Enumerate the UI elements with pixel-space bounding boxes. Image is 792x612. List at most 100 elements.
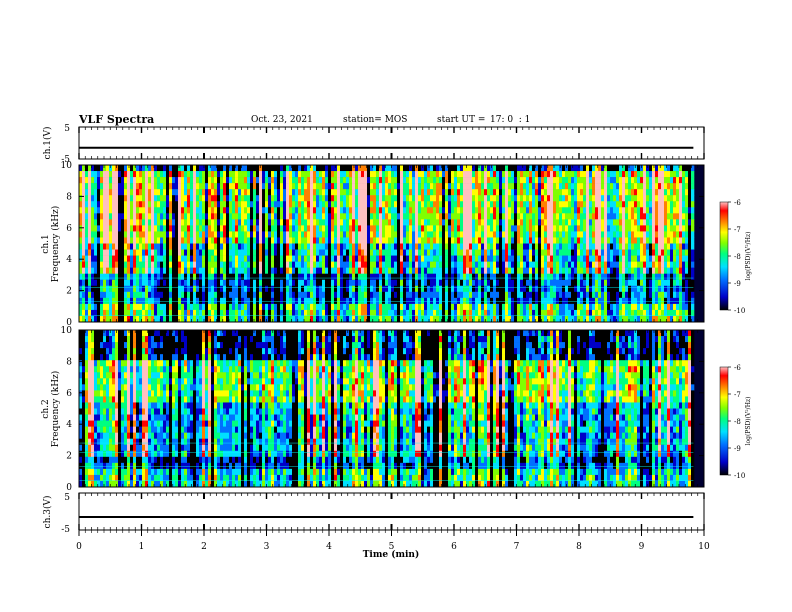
spectrogram-cell — [133, 261, 137, 268]
spectrogram-cell — [550, 165, 554, 172]
spectrogram-cell — [346, 255, 350, 262]
spectrogram-cell — [568, 195, 572, 202]
spectrogram-cell — [301, 231, 305, 238]
spectrogram-cell — [154, 225, 158, 232]
spectrogram-cell — [106, 207, 110, 214]
spectrogram-cell — [559, 237, 563, 244]
spectrogram-cell — [556, 279, 560, 287]
spectrogram-cell — [343, 261, 347, 268]
spectrogram-cell — [496, 261, 500, 268]
spectrogram-cell — [340, 183, 344, 190]
spectrogram-cell — [139, 273, 143, 281]
spectrogram-cell — [409, 219, 413, 226]
spectrogram-cell — [226, 243, 230, 250]
spectrogram-cell — [100, 249, 104, 256]
spectrogram-cell — [268, 279, 272, 287]
spectrogram-cell — [283, 297, 287, 305]
spectrogram-cell — [313, 207, 317, 214]
spectrogram-cell — [526, 213, 530, 220]
spectrogram-cell — [187, 303, 191, 311]
spectrogram-cell — [517, 177, 521, 184]
spectrogram-cell — [208, 309, 212, 317]
spectrogram-cell — [151, 195, 155, 202]
spectrogram-cell — [163, 207, 167, 214]
spectrogram-cell — [475, 231, 479, 238]
spectrogram-cell — [238, 255, 242, 262]
spectrogram-cell — [109, 237, 113, 244]
spectrogram-cell — [574, 291, 578, 299]
spectrogram-cell — [163, 309, 167, 317]
spectrogram-cell — [361, 165, 365, 172]
spectrogram-cell — [361, 291, 365, 299]
spectrogram-cell — [127, 189, 131, 196]
spectrogram-cell — [457, 219, 461, 226]
spectrogram-cell — [211, 279, 215, 287]
spectrogram-cell — [541, 279, 545, 287]
spectrogram-cell — [307, 225, 311, 232]
spectrogram-cell — [97, 273, 101, 281]
spectrogram-cell — [457, 315, 461, 323]
spectrogram-cell — [385, 201, 389, 208]
spectrogram-cell — [622, 315, 626, 323]
spectrogram-cell — [442, 171, 446, 178]
spectrogram-cell — [430, 243, 434, 250]
spectrogram-cell — [79, 291, 83, 299]
spectrogram-cell — [502, 165, 506, 172]
spectrogram-cell — [562, 303, 566, 311]
spectrogram-cell — [100, 219, 104, 226]
spectrogram-cell — [532, 207, 536, 214]
spectrogram-cell — [190, 279, 194, 287]
spectrogram-cell — [583, 219, 587, 226]
spectrogram-cell — [124, 237, 128, 244]
spectrogram-cell — [370, 183, 374, 190]
spectrogram-cell — [268, 177, 272, 184]
spectrogram-cell — [493, 183, 497, 190]
spectrogram-cell — [187, 243, 191, 250]
spectrogram-cell — [592, 249, 596, 256]
spectrogram-cell — [163, 291, 167, 299]
spectrogram-cell — [526, 309, 530, 317]
spectrogram-cell — [211, 249, 215, 256]
spectrogram-cell — [376, 291, 380, 299]
spectrogram-cell — [277, 303, 281, 311]
spectrogram-cell — [304, 249, 308, 256]
spectrogram-cell — [130, 273, 134, 281]
spectrogram-cell — [556, 309, 560, 317]
spectrogram-cell — [277, 243, 281, 250]
spectrogram-cell — [619, 195, 623, 202]
spectrogram-cell — [373, 171, 377, 178]
spectrogram-cell — [196, 201, 200, 208]
spectrogram-cell — [595, 303, 599, 311]
spectrogram-cell — [532, 219, 536, 226]
spectrogram-cell — [580, 231, 584, 238]
spectrogram-cell — [340, 189, 344, 196]
spectrogram-cell — [430, 285, 434, 293]
spectrogram-cell — [304, 315, 308, 323]
spectrogram-cell — [394, 237, 398, 244]
spectrogram-cell — [202, 291, 206, 299]
spectrogram-cell — [469, 273, 473, 281]
spectrogram-cell — [490, 219, 494, 226]
spectrogram-cell — [97, 309, 101, 317]
spectrogram-cell — [331, 171, 335, 178]
spectrogram-cell — [427, 165, 431, 172]
spectrogram-cell — [253, 243, 257, 250]
spectrogram-cell — [370, 255, 374, 262]
spectrogram-cell — [106, 249, 110, 256]
spectrogram-cell — [127, 213, 131, 220]
spectrogram-cell — [469, 291, 473, 299]
spectrogram-cell — [580, 237, 584, 244]
spectrogram-cell — [460, 285, 464, 293]
spectrogram-cell — [382, 243, 386, 250]
spectrogram-cell — [328, 291, 332, 299]
spectrogram-cell — [367, 165, 371, 172]
spectrogram-cell — [394, 279, 398, 287]
spectrogram-cell — [352, 291, 356, 299]
spectrogram-cell — [325, 309, 329, 317]
spectrogram-cell — [163, 231, 167, 238]
spectrogram-cell — [361, 171, 365, 178]
spectrogram-cell — [358, 171, 362, 178]
spectrogram-cell — [163, 297, 167, 305]
spectrogram-cell — [403, 231, 407, 238]
spectrogram-cell — [160, 249, 164, 256]
